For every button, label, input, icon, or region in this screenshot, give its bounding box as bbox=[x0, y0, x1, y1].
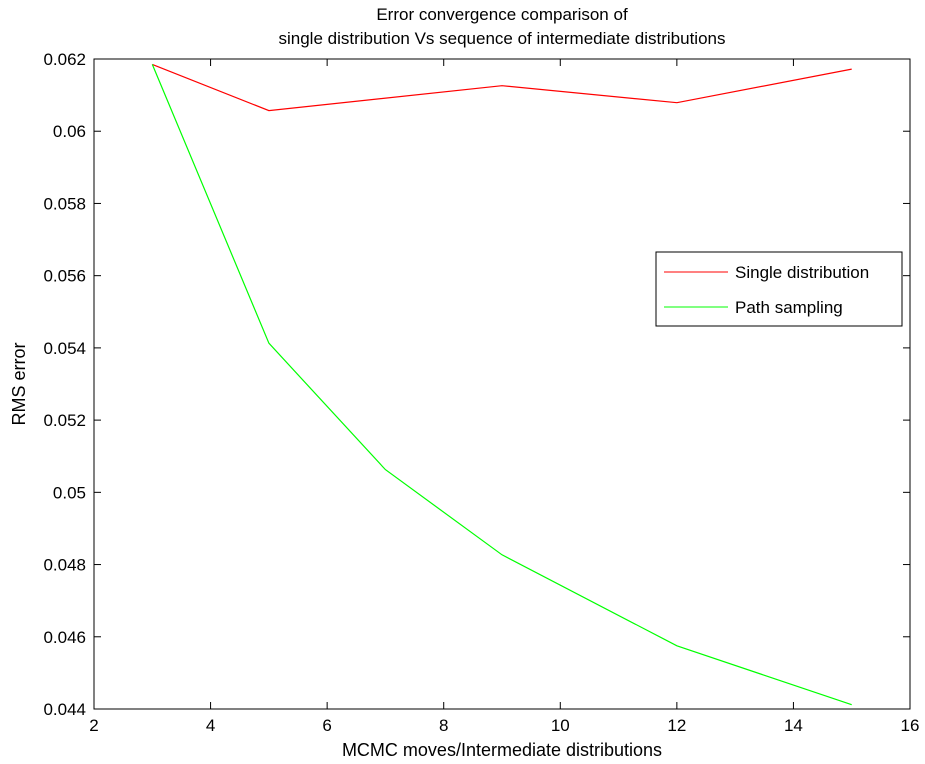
y-axis-label: RMS error bbox=[9, 342, 29, 425]
x-tick-label: 2 bbox=[89, 716, 98, 735]
y-tick-label: 0.062 bbox=[43, 50, 86, 69]
x-tick-label: 10 bbox=[551, 716, 570, 735]
y-tick-label: 0.058 bbox=[43, 194, 86, 213]
chart-title-line-2: single distribution Vs sequence of inter… bbox=[279, 29, 726, 48]
plot-background bbox=[94, 59, 910, 709]
legend: Single distribution Path sampling bbox=[655, 251, 903, 327]
x-tick-label: 8 bbox=[439, 716, 448, 735]
y-tick-label: 0.05 bbox=[53, 483, 86, 502]
y-tick-label: 0.054 bbox=[43, 339, 86, 358]
y-tick-label: 0.048 bbox=[43, 556, 86, 575]
x-tick-label: 4 bbox=[206, 716, 215, 735]
x-tick-label: 16 bbox=[901, 716, 920, 735]
legend-label-path-sampling: Path sampling bbox=[735, 298, 843, 317]
x-tick-label: 6 bbox=[322, 716, 331, 735]
legend-box bbox=[655, 251, 903, 327]
y-tick-label: 0.06 bbox=[53, 122, 86, 141]
x-axis-label: MCMC moves/Intermediate distributions bbox=[342, 740, 662, 760]
series-line-path-sampling bbox=[151, 64, 852, 706]
x-tick-label: 12 bbox=[667, 716, 686, 735]
y-tick-label: 0.044 bbox=[43, 700, 86, 719]
legend-label-single-distribution: Single distribution bbox=[735, 263, 869, 282]
series-line-single-distribution bbox=[152, 63, 852, 112]
y-tick-label: 0.052 bbox=[43, 411, 86, 430]
chart-title: Error convergence comparison of single d… bbox=[279, 5, 726, 48]
ticks-layer: 2 4 6 8 10 12 14 16 0.044 0.046 0.048 0.05 0.052 0.05… bbox=[43, 50, 919, 735]
plot-area: 2 4 6 8 10 12 14 16 0.044 0.046 0.048 0.05 0.052 0.05… bbox=[43, 50, 919, 735]
y-tick-label: 0.056 bbox=[43, 267, 86, 286]
y-tick-label: 0.046 bbox=[43, 628, 86, 647]
plot-frame bbox=[93, 58, 911, 710]
series-layer bbox=[151, 63, 852, 706]
chart-title-line-1: Error convergence comparison of bbox=[376, 5, 628, 24]
x-tick-label: 14 bbox=[784, 716, 803, 735]
